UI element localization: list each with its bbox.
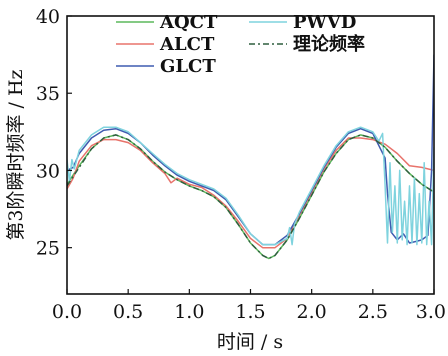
legend-label: GLCT — [160, 56, 216, 77]
legend-label: ALCT — [159, 34, 215, 55]
series-theory-line — [67, 134, 434, 260]
legend-label: PWVD — [293, 12, 356, 33]
y-axis-title: 第3阶瞬时频率 / Hz — [5, 69, 27, 240]
legend-label: 理论频率 — [293, 33, 365, 55]
x-axis-title: 时间 / s — [217, 331, 283, 353]
x-tick-label: 1.0 — [174, 301, 204, 323]
y-tick-label: 25 — [36, 238, 60, 260]
series-alct-line — [67, 137, 434, 249]
x-tick-label: 3.0 — [416, 301, 446, 323]
x-axis-ticks: 0.0 0.5 1.0 1.5 2.0 2.5 3.0 — [52, 289, 446, 323]
x-tick-label: 0.0 — [52, 301, 82, 323]
series-layer — [67, 54, 434, 260]
y-axis-ticks: 25 30 35 40 — [36, 6, 72, 260]
x-tick-label: 2.5 — [358, 301, 388, 323]
x-tick-label: 1.5 — [235, 301, 265, 323]
x-tick-label: 0.5 — [113, 301, 143, 323]
y-tick-label: 35 — [36, 83, 60, 105]
y-tick-label: 30 — [36, 160, 60, 182]
legend-label: AQCT — [159, 12, 218, 33]
y-tick-label: 40 — [36, 6, 60, 28]
series-pwvd-line — [67, 126, 434, 246]
x-tick-label: 2.0 — [297, 301, 327, 323]
plot-area — [67, 16, 434, 294]
